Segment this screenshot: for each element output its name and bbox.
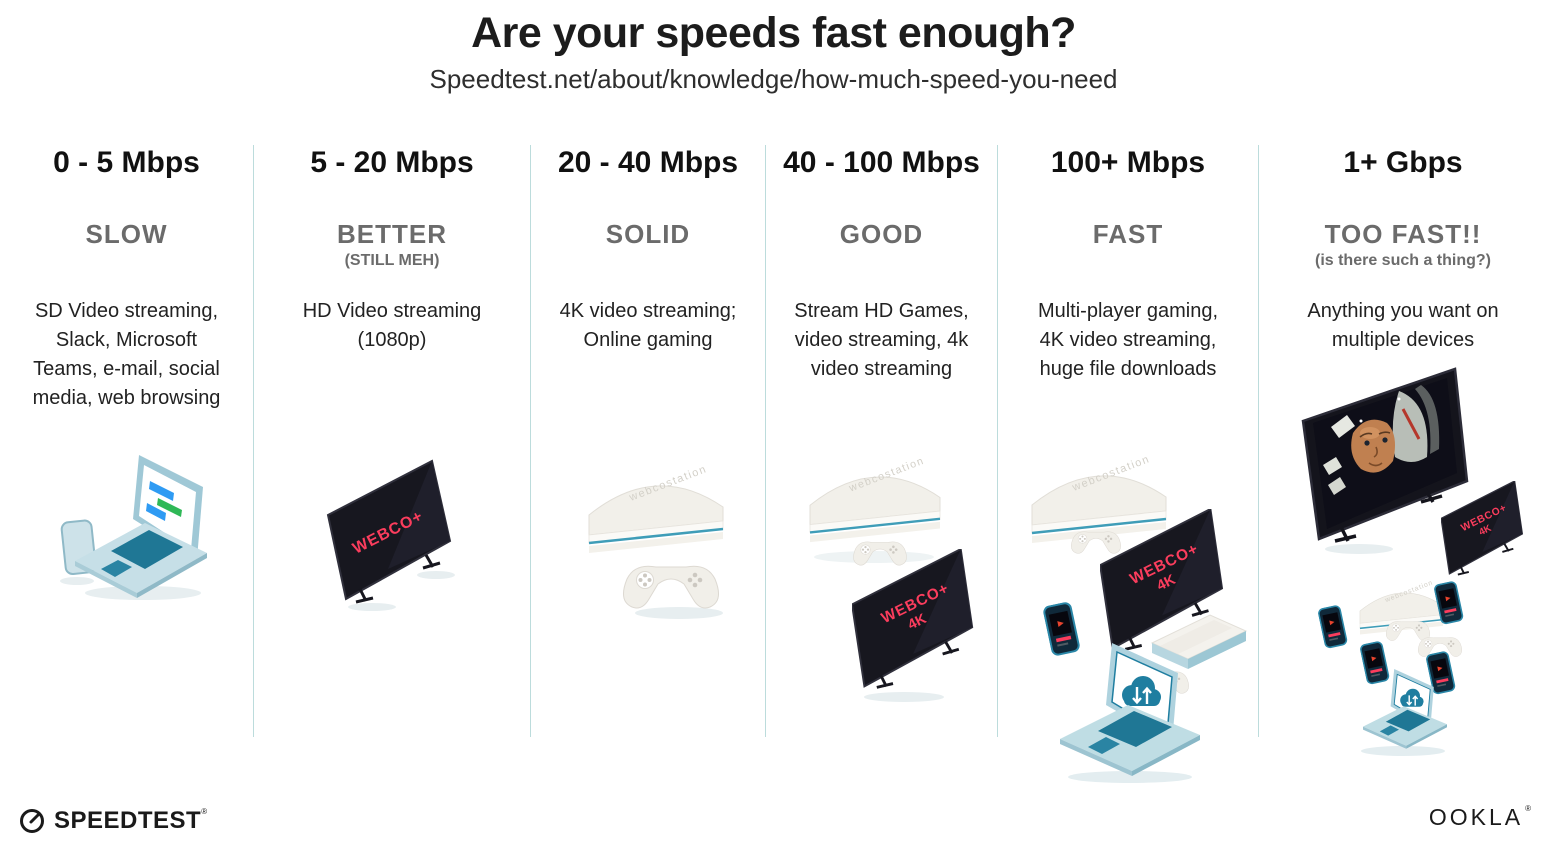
multi-device-illustration (1030, 451, 1248, 783)
tier-description: 4K video streaming; Online gaming (559, 300, 737, 351)
chat-bubble-green (157, 498, 182, 517)
speed-tier-columns: 0 - 5 Mbps SLOW SD Video streaming, Slac… (0, 145, 1547, 783)
game-controller-icon (622, 565, 720, 609)
everything-illustration (1301, 367, 1524, 756)
header: Are your speeds fast enough? Speedtest.n… (0, 9, 1547, 95)
tier-description: Stream HD Games, video streaming, 4k vid… (794, 300, 969, 380)
4k-tv-icon (852, 549, 974, 689)
rating-note (0, 252, 253, 270)
tv-icon: WEBCO+ (326, 459, 452, 604)
game-controller-icon (1385, 621, 1431, 641)
chat-bubble-blue-2 (146, 503, 166, 521)
speed-tier-column-1-gbps: 1+ Gbps TOO FAST!! (is there such a thin… (1258, 145, 1547, 756)
speed-tier-column-40-100-mbps: 40 - 100 Mbps GOOD Stream HD Games, vide… (765, 145, 997, 737)
rating-label: TOO FAST!! (1324, 219, 1482, 249)
chat-bubble-blue (149, 481, 174, 501)
ookla-wordmark: OOKLA (1428, 804, 1524, 830)
rating-label: SLOW (85, 219, 168, 249)
rating-note (766, 252, 997, 270)
game-controller-icon (1071, 531, 1121, 554)
media-phone-icon (1317, 604, 1349, 649)
rating-note (531, 252, 765, 270)
tier-description: SD Video streaming, Slack, Microsoft Tea… (32, 300, 221, 409)
laptop-icon (75, 455, 207, 598)
media-phone-icon (1042, 601, 1081, 657)
tier-description: HD Video streaming (1080p) (302, 300, 482, 351)
slim-console-icon (1150, 614, 1248, 669)
speed-tier-column-20-40-mbps: 20 - 40 Mbps SOLID 4K video streaming; O… (530, 145, 765, 737)
speedtest-wordmark: SPEEDTEST (54, 807, 202, 834)
media-phone-icon (1359, 640, 1391, 685)
rating-label: GOOD (839, 219, 924, 249)
rating-note (998, 252, 1258, 270)
hd-tv-illustration: WEBCO+ (326, 459, 455, 611)
speed-tier-column-0-5-mbps: 0 - 5 Mbps SLOW SD Video streaming, Slac… (0, 145, 253, 737)
speed-range: 5 - 20 Mbps (310, 146, 474, 179)
speed-range: 100+ Mbps (1050, 146, 1206, 179)
rating-label: FAST (1092, 219, 1164, 249)
tier-description: Multi-player gaming, 4K video streaming,… (1037, 300, 1219, 380)
tier-description: Anything you want on multiple devices (1307, 300, 1499, 351)
speedometer-icon (20, 809, 44, 833)
game-console-icon (808, 453, 942, 544)
console-controller-illustration (587, 461, 725, 619)
rating-note: (STILL MEH) (344, 252, 440, 269)
console-tv-illustration (808, 453, 974, 702)
speed-tier-column-5-20-mbps: 5 - 20 Mbps BETTER (STILL MEH) HD Video … (253, 145, 530, 737)
game-console-icon (587, 461, 725, 555)
page-subtitle: Speedtest.net/about/knowledge/how-much-s… (429, 64, 1118, 95)
trademark-symbol: ® (1525, 804, 1531, 813)
speed-range: 0 - 5 Mbps (53, 146, 200, 179)
speed-range: 40 - 100 Mbps (783, 146, 980, 179)
trademark-symbol: ® (201, 807, 208, 816)
rating-note: (is there such a thing?) (1314, 252, 1491, 269)
speed-range: 1+ Gbps (1343, 146, 1463, 179)
speed-tier-column-100-mbps: 100+ Mbps FAST Multi-player gaming, 4K v… (997, 145, 1258, 783)
rating-label: BETTER (337, 219, 447, 249)
speedtest-logo: SPEEDTEST® (18, 807, 207, 835)
ookla-logo: OOKLA ® (1429, 804, 1531, 831)
movie-tv-icon (1301, 367, 1469, 543)
rating-label: SOLID (605, 219, 691, 249)
page-title: Are your speeds fast enough? (471, 9, 1076, 57)
astronaut-image (1323, 385, 1440, 495)
laptop-chat-illustration (60, 455, 207, 600)
4k-tv-icon (1441, 481, 1524, 576)
speed-range: 20 - 40 Mbps (557, 146, 739, 179)
game-console-icon (1030, 451, 1168, 545)
